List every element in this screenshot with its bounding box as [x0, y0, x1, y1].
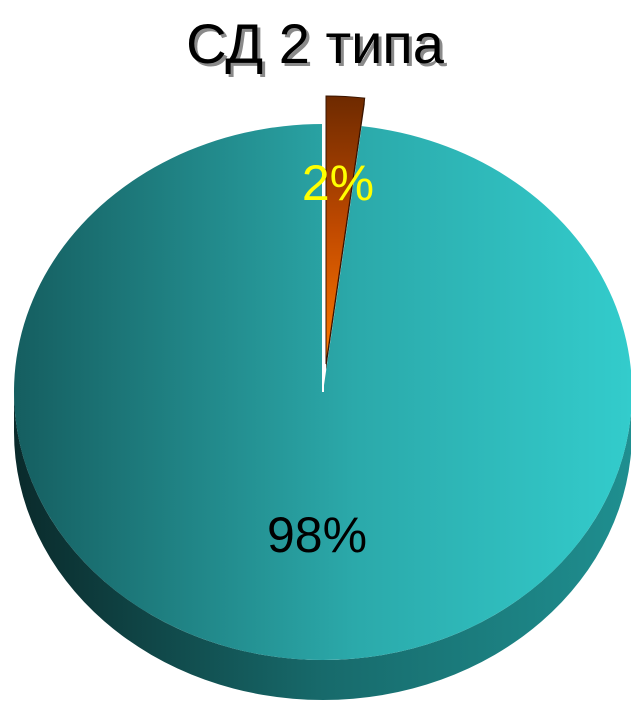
pie-labels: 2% 98% [267, 155, 374, 563]
pie-slices [14, 95, 631, 660]
chart-title-shadow: СД 2 типа [189, 15, 448, 78]
chart-title-text: СД 2 типа [186, 12, 445, 75]
chart-title: СД 2 типа СД 2 типа [186, 12, 448, 78]
pie-label-0: 2% [302, 155, 374, 211]
pie-label-1: 98% [267, 507, 367, 563]
pie-slice-0 [325, 95, 366, 365]
